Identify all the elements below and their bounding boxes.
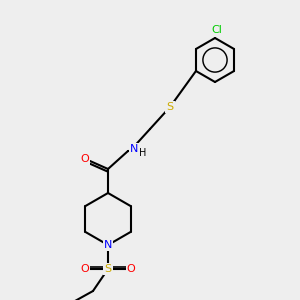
Text: S: S	[104, 264, 112, 274]
Text: O: O	[127, 264, 135, 274]
Text: O: O	[81, 264, 89, 274]
Text: N: N	[104, 240, 112, 250]
Text: S: S	[167, 102, 174, 112]
Text: O: O	[81, 154, 89, 164]
Text: N: N	[130, 144, 138, 154]
Text: Cl: Cl	[212, 25, 222, 35]
Text: H: H	[139, 148, 147, 158]
